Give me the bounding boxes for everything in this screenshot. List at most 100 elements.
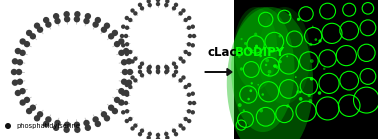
Ellipse shape: [178, 56, 183, 61]
Ellipse shape: [156, 0, 160, 2]
Ellipse shape: [259, 55, 262, 57]
Ellipse shape: [12, 80, 18, 86]
Ellipse shape: [125, 119, 129, 123]
Ellipse shape: [310, 59, 314, 63]
Ellipse shape: [240, 38, 243, 40]
Ellipse shape: [138, 3, 142, 7]
Ellipse shape: [125, 16, 129, 20]
Ellipse shape: [24, 97, 30, 103]
Ellipse shape: [26, 30, 33, 36]
Ellipse shape: [254, 33, 257, 36]
Ellipse shape: [101, 111, 107, 117]
Ellipse shape: [174, 65, 178, 69]
Ellipse shape: [165, 66, 169, 70]
Ellipse shape: [121, 43, 125, 48]
Ellipse shape: [104, 23, 110, 29]
Ellipse shape: [147, 65, 152, 69]
Bar: [234, 0, 378, 139]
Ellipse shape: [187, 119, 191, 123]
Ellipse shape: [34, 115, 40, 121]
Ellipse shape: [17, 79, 23, 85]
Ellipse shape: [140, 73, 144, 77]
Ellipse shape: [34, 23, 40, 29]
Ellipse shape: [172, 73, 176, 77]
Ellipse shape: [43, 121, 50, 127]
Ellipse shape: [45, 21, 51, 28]
Ellipse shape: [15, 90, 21, 96]
Ellipse shape: [191, 24, 195, 29]
Ellipse shape: [289, 14, 291, 16]
Ellipse shape: [85, 125, 91, 131]
Ellipse shape: [147, 132, 152, 136]
Ellipse shape: [124, 101, 128, 105]
Ellipse shape: [37, 27, 43, 33]
Ellipse shape: [164, 70, 169, 74]
Ellipse shape: [192, 101, 196, 105]
Ellipse shape: [286, 104, 290, 108]
Ellipse shape: [54, 18, 61, 24]
Ellipse shape: [43, 17, 50, 23]
Ellipse shape: [122, 69, 128, 75]
Ellipse shape: [314, 38, 317, 41]
Ellipse shape: [188, 34, 192, 38]
Ellipse shape: [74, 122, 80, 128]
Ellipse shape: [10, 10, 134, 134]
Ellipse shape: [308, 99, 312, 103]
Ellipse shape: [172, 129, 176, 133]
Ellipse shape: [134, 12, 182, 60]
Ellipse shape: [255, 45, 258, 48]
Ellipse shape: [121, 91, 125, 96]
Ellipse shape: [156, 69, 160, 73]
Ellipse shape: [130, 126, 135, 131]
Ellipse shape: [93, 21, 99, 28]
Text: cLac-: cLac-: [207, 45, 242, 59]
Ellipse shape: [147, 0, 151, 3]
Ellipse shape: [64, 126, 70, 133]
Ellipse shape: [259, 109, 263, 112]
Ellipse shape: [94, 121, 101, 127]
Ellipse shape: [94, 17, 101, 23]
Ellipse shape: [53, 125, 59, 131]
Ellipse shape: [53, 13, 59, 19]
Ellipse shape: [274, 64, 277, 68]
Ellipse shape: [114, 41, 120, 47]
Ellipse shape: [83, 18, 90, 24]
Ellipse shape: [265, 64, 267, 66]
Ellipse shape: [20, 38, 26, 45]
Ellipse shape: [268, 70, 271, 74]
Ellipse shape: [133, 78, 138, 83]
Ellipse shape: [187, 42, 191, 46]
Ellipse shape: [101, 27, 107, 33]
Ellipse shape: [156, 66, 160, 70]
Ellipse shape: [5, 123, 11, 129]
Ellipse shape: [273, 64, 276, 68]
Ellipse shape: [26, 108, 33, 114]
Ellipse shape: [187, 26, 191, 30]
Ellipse shape: [133, 11, 138, 16]
Ellipse shape: [156, 137, 160, 139]
Ellipse shape: [93, 116, 99, 123]
Ellipse shape: [299, 97, 302, 101]
Ellipse shape: [125, 26, 129, 30]
Ellipse shape: [15, 48, 21, 54]
Ellipse shape: [181, 75, 186, 80]
Ellipse shape: [192, 34, 196, 38]
Ellipse shape: [123, 48, 129, 54]
Ellipse shape: [120, 101, 124, 105]
Ellipse shape: [16, 69, 22, 75]
Ellipse shape: [191, 43, 195, 48]
Ellipse shape: [165, 0, 169, 3]
Ellipse shape: [164, 132, 169, 136]
Ellipse shape: [138, 70, 142, 74]
Ellipse shape: [247, 98, 250, 100]
Ellipse shape: [121, 110, 125, 115]
Ellipse shape: [181, 8, 186, 13]
Ellipse shape: [29, 33, 36, 39]
Ellipse shape: [120, 34, 124, 38]
Ellipse shape: [119, 0, 197, 75]
Ellipse shape: [125, 42, 129, 46]
Ellipse shape: [121, 59, 127, 65]
Ellipse shape: [130, 8, 135, 13]
Ellipse shape: [178, 123, 183, 128]
Ellipse shape: [268, 74, 270, 76]
